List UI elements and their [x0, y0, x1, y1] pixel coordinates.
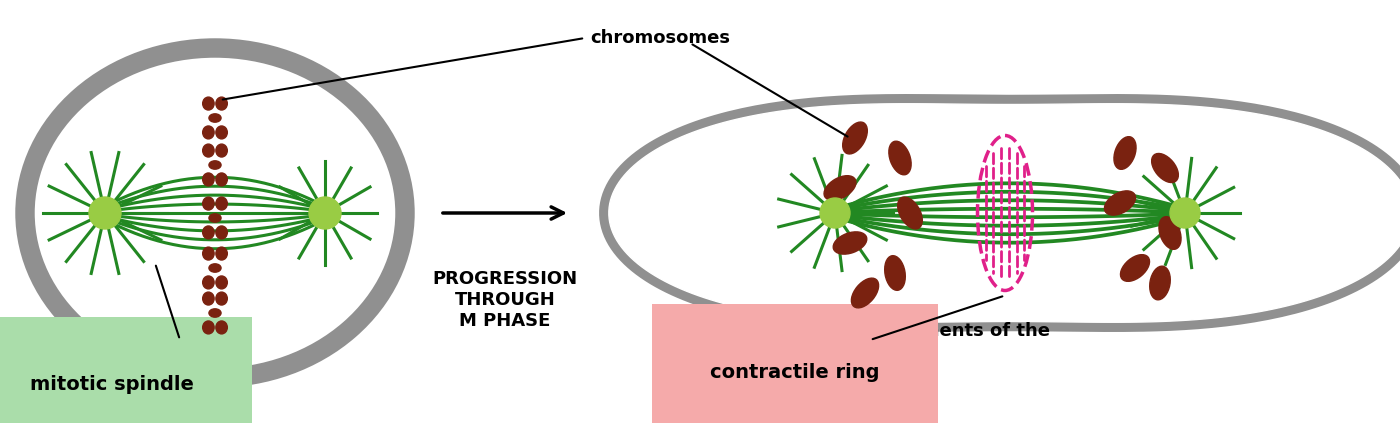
Ellipse shape	[203, 97, 214, 110]
Ellipse shape	[216, 321, 227, 334]
Ellipse shape	[216, 247, 227, 260]
Ellipse shape	[216, 97, 227, 110]
Ellipse shape	[216, 197, 227, 210]
Ellipse shape	[1159, 217, 1182, 249]
Ellipse shape	[851, 278, 879, 308]
Text: PROGRESSION
THROUGH
M PHASE: PROGRESSION THROUGH M PHASE	[433, 270, 578, 330]
Ellipse shape	[203, 126, 214, 139]
Ellipse shape	[216, 144, 227, 157]
Ellipse shape	[209, 214, 221, 222]
Circle shape	[90, 197, 120, 229]
Polygon shape	[609, 104, 1400, 322]
Ellipse shape	[203, 144, 214, 157]
Ellipse shape	[216, 226, 227, 239]
Ellipse shape	[833, 232, 867, 254]
Ellipse shape	[216, 173, 227, 186]
Ellipse shape	[203, 276, 214, 289]
Circle shape	[1170, 198, 1200, 228]
Ellipse shape	[843, 122, 868, 154]
Text: microtubules of the: microtubules of the	[29, 337, 228, 355]
Ellipse shape	[216, 276, 227, 289]
Ellipse shape	[885, 255, 906, 290]
Ellipse shape	[897, 197, 923, 229]
Ellipse shape	[216, 126, 227, 139]
Ellipse shape	[216, 292, 227, 305]
Text: actin and myosin filaments of the: actin and myosin filaments of the	[710, 322, 1050, 340]
Ellipse shape	[209, 309, 221, 317]
Ellipse shape	[203, 321, 214, 334]
Ellipse shape	[203, 173, 214, 186]
Ellipse shape	[1149, 266, 1170, 300]
Ellipse shape	[1105, 191, 1135, 215]
Text: chromosomes: chromosomes	[589, 29, 729, 47]
Ellipse shape	[825, 176, 855, 201]
Ellipse shape	[203, 226, 214, 239]
Ellipse shape	[203, 197, 214, 210]
Ellipse shape	[209, 114, 221, 122]
Text: contractile ring: contractile ring	[710, 363, 879, 382]
Ellipse shape	[889, 141, 911, 175]
Polygon shape	[609, 104, 1400, 322]
Ellipse shape	[1114, 137, 1135, 169]
Ellipse shape	[203, 247, 214, 260]
Circle shape	[820, 198, 850, 228]
Ellipse shape	[209, 264, 221, 272]
Circle shape	[309, 197, 342, 229]
Ellipse shape	[1152, 154, 1179, 182]
Ellipse shape	[209, 161, 221, 169]
Text: mitotic spindle: mitotic spindle	[29, 376, 193, 395]
Ellipse shape	[25, 48, 405, 378]
Ellipse shape	[1120, 255, 1149, 281]
Ellipse shape	[203, 292, 214, 305]
